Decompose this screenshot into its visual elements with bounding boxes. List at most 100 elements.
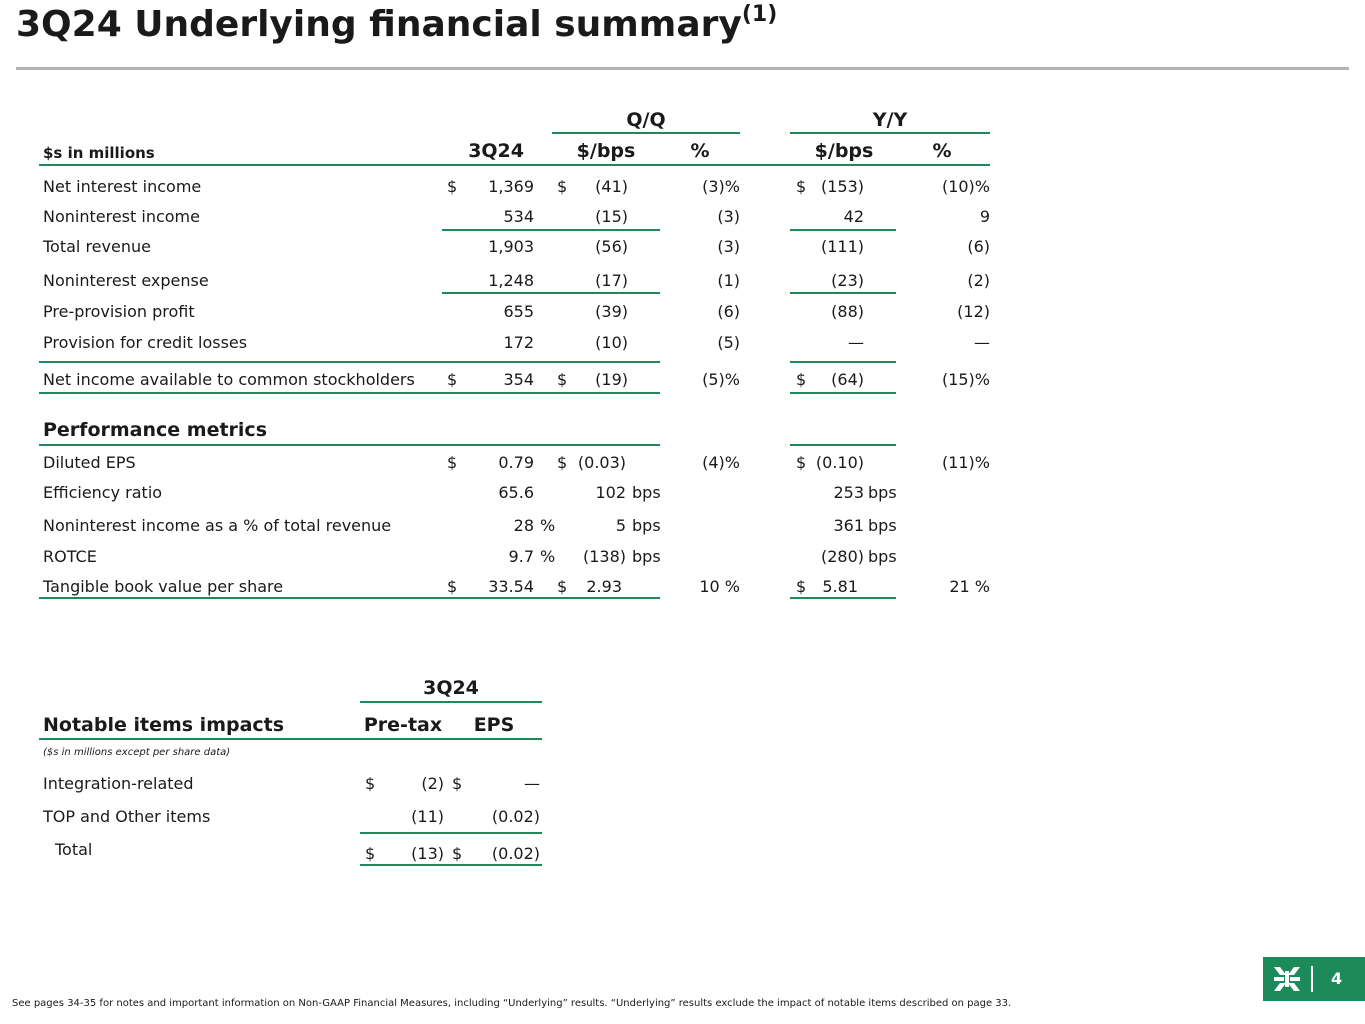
- metric-qq-unit: bps: [632, 483, 661, 502]
- metric-qq-pct: 10 %: [699, 577, 740, 596]
- value-qq-pct: (5): [717, 333, 740, 352]
- metric-yy-change: 361: [833, 516, 864, 535]
- metric-qq-change: (138): [582, 547, 626, 566]
- metric-3q24-unit: %: [540, 516, 556, 535]
- title-footnote-marker: (1): [741, 2, 778, 27]
- currency-symbol: $: [452, 844, 463, 863]
- metric-yy-pct: (11)%: [941, 453, 990, 472]
- total-rule: [39, 392, 660, 394]
- currency-symbol: $: [557, 370, 568, 389]
- subtotal-rule: [790, 292, 896, 294]
- currency-symbol: $: [796, 177, 807, 196]
- currency-symbol: $: [447, 577, 458, 596]
- performance-bottom-rule: [790, 597, 896, 599]
- value-qq-pct: (3)%: [702, 177, 740, 196]
- value-yy-pct: (2): [967, 271, 990, 290]
- row-label: Noninterest income: [43, 207, 200, 226]
- currency-symbol: $: [796, 370, 807, 389]
- badge-separator: [1311, 966, 1313, 992]
- value-3q24: 655: [503, 302, 534, 321]
- metric-3q24: 65.6: [498, 483, 534, 502]
- metric-qq-pct: (4)%: [702, 453, 740, 472]
- metric-yy-unit: bps: [868, 547, 897, 566]
- notable-group-header: 3Q24: [423, 677, 479, 699]
- row-label: Noninterest expense: [43, 271, 209, 290]
- metric-3q24: 0.79: [498, 453, 534, 472]
- value-qq-change: (41): [595, 177, 628, 196]
- value-3q24: 172: [503, 333, 534, 352]
- col-header-eps: EPS: [473, 714, 515, 736]
- page-title: 3Q24 Underlying financial summary(1): [16, 2, 778, 45]
- performance-heading: Performance metrics: [43, 419, 268, 441]
- metric-qq-unit: bps: [632, 547, 661, 566]
- subtotal-rule: [442, 292, 660, 294]
- unit-label: $s in millions: [43, 144, 155, 162]
- notable-pretax-value: (13): [411, 844, 444, 863]
- value-qq-change: (19): [595, 370, 628, 389]
- title-divider: [16, 67, 1349, 70]
- row-label: Total revenue: [43, 237, 151, 256]
- citizens-logo-icon: [1274, 967, 1300, 991]
- notable-heading: Notable items impacts: [43, 714, 285, 736]
- qq-group-header: Q/Q: [626, 109, 666, 131]
- value-yy-pct: (10)%: [941, 177, 990, 196]
- value-yy-change: 42: [843, 207, 864, 226]
- metric-yy-change: 253: [833, 483, 864, 502]
- metric-yy-change: (280): [820, 547, 864, 566]
- metric-3q24: 9.7: [508, 547, 534, 566]
- metric-label: Tangible book value per share: [43, 577, 284, 596]
- metric-qq-unit: bps: [632, 516, 661, 535]
- metric-label: Efficiency ratio: [43, 483, 163, 502]
- total-rule: [790, 361, 896, 363]
- notable-eps-value: (0.02): [491, 844, 540, 863]
- notable-pretax-value: (11): [411, 807, 444, 826]
- currency-symbol: $: [557, 577, 568, 596]
- total-rule: [39, 361, 660, 363]
- col-header-qq-bps: $/bps: [576, 140, 636, 162]
- currency-symbol: $: [365, 844, 376, 863]
- col-header-3q24: 3Q24: [468, 140, 524, 162]
- metric-yy-unit: bps: [868, 516, 897, 535]
- notable-total-rule: [360, 864, 542, 866]
- value-3q24: 1,248: [488, 271, 534, 290]
- metric-label: ROTCE: [43, 547, 97, 566]
- value-3q24: 1,903: [488, 237, 534, 256]
- metric-qq-change: 2.93: [586, 577, 622, 596]
- performance-header-rule: [790, 444, 896, 446]
- qq-group-rule: [552, 132, 740, 134]
- metric-yy-unit: bps: [868, 483, 897, 502]
- value-qq-change: (10): [595, 333, 628, 352]
- value-yy-change: (64): [831, 370, 864, 389]
- metric-qq-change: (0.03): [577, 453, 626, 472]
- currency-symbol: $: [447, 453, 458, 472]
- value-3q24: 1,369: [488, 177, 534, 196]
- metric-yy-change: (0.10): [815, 453, 864, 472]
- metric-label: Diluted EPS: [43, 453, 136, 472]
- currency-symbol: $: [452, 774, 463, 793]
- notable-eps-value: (0.02): [491, 807, 540, 826]
- row-label: Net income available to common stockhold…: [43, 370, 415, 389]
- notable-row-label: Total: [55, 840, 93, 859]
- subtotal-rule: [442, 229, 660, 231]
- total-rule: [790, 392, 896, 394]
- value-yy-pct: 9: [979, 207, 990, 226]
- row-label: Provision for credit losses: [43, 333, 248, 352]
- header-rule: [39, 164, 990, 166]
- metric-yy-change: 5.81: [822, 577, 858, 596]
- row-label: Net interest income: [43, 177, 202, 196]
- notable-unit-note: ($s in millions except per share data): [43, 747, 231, 758]
- col-header-pretax: Pre-tax: [363, 714, 443, 736]
- value-qq-pct: (3): [717, 207, 740, 226]
- value-qq-pct: (5)%: [702, 370, 740, 389]
- page-number: 4: [1331, 969, 1343, 988]
- notable-subtotal-rule: [360, 832, 542, 834]
- value-yy-pct: (12): [957, 302, 990, 321]
- metric-qq-change: 5: [615, 516, 626, 535]
- value-qq-change: (17): [595, 271, 628, 290]
- performance-bottom-rule: [39, 597, 660, 599]
- yy-group-header: Y/Y: [872, 109, 908, 131]
- subtotal-rule: [790, 229, 896, 231]
- value-yy-change: (111): [820, 237, 864, 256]
- col-header-qq-pct: %: [690, 140, 710, 162]
- page-title-text: 3Q24 Underlying financial summary: [16, 4, 742, 45]
